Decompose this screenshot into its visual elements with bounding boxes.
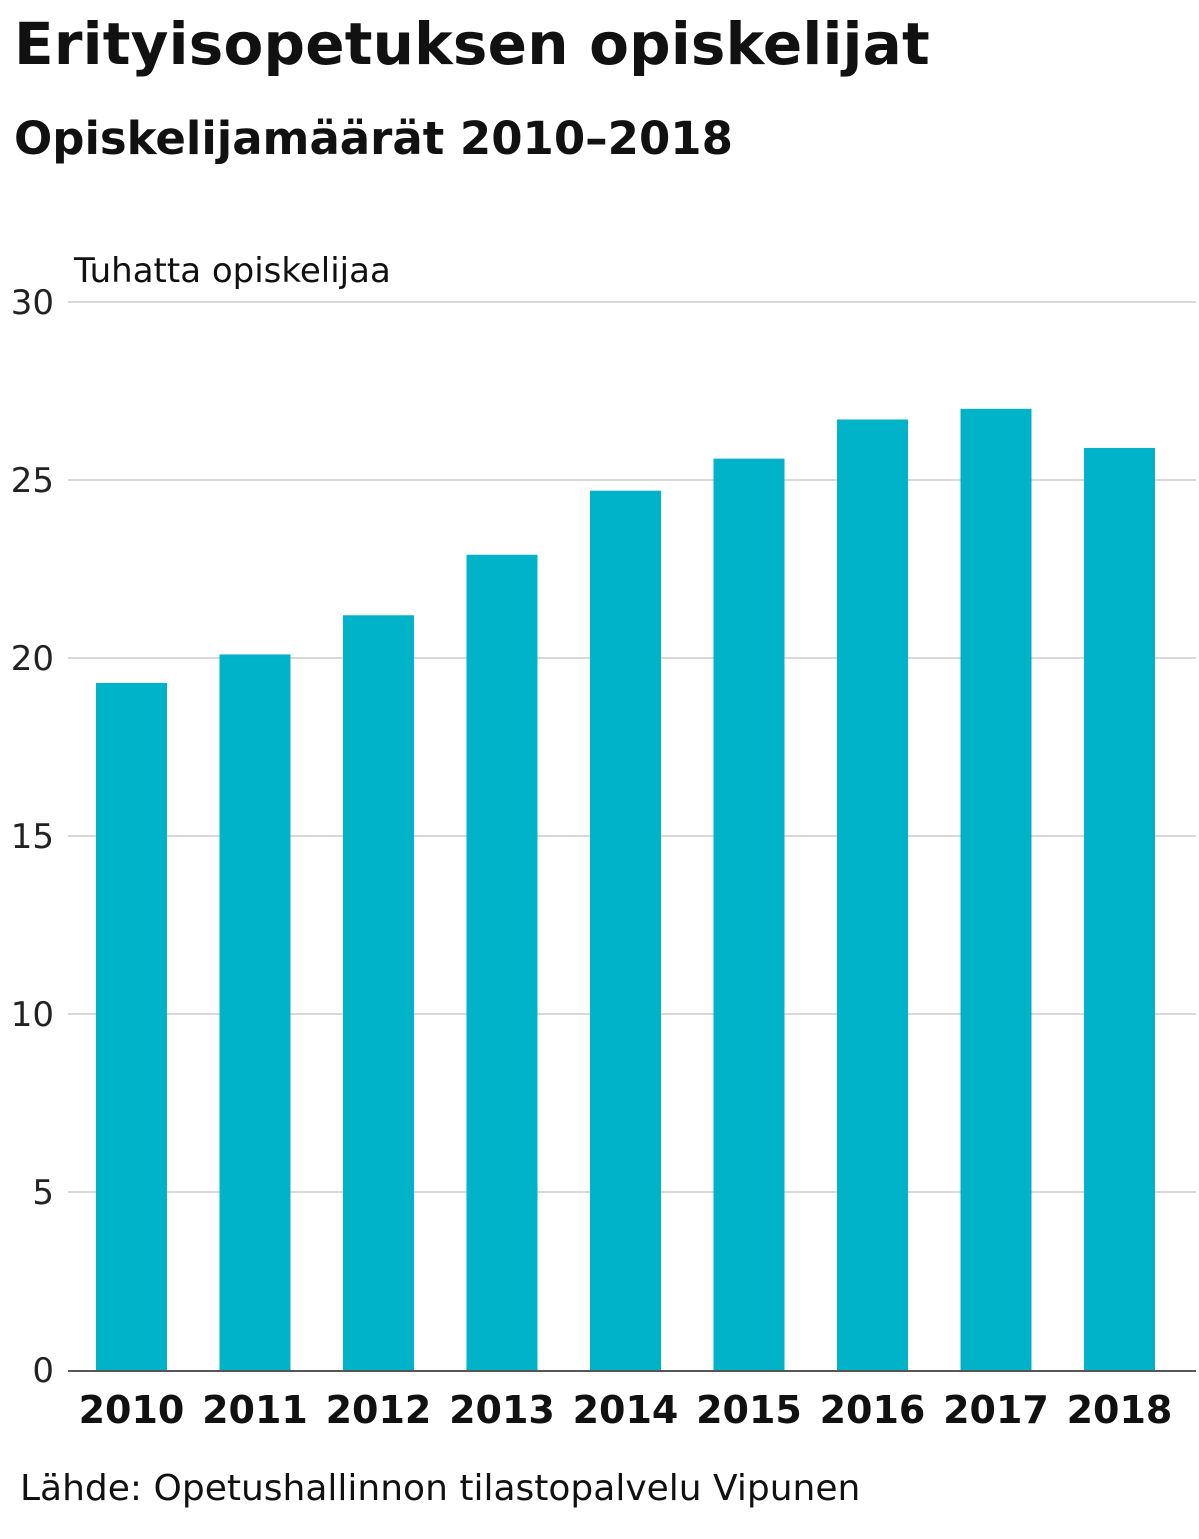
- source-note: Lähde: Opetushallinnon tilastopalvelu Vi…: [20, 1468, 861, 1509]
- chart-subtitle: Opiskelijamäärät 2010–2018: [14, 112, 733, 165]
- y-tick-label: 25: [11, 461, 54, 501]
- x-tick-label-2016: 2016: [820, 1388, 926, 1432]
- y-tick-label: 15: [11, 817, 54, 857]
- bar-2012: [343, 615, 414, 1370]
- y-tick-label: 30: [11, 283, 54, 323]
- x-tick-label-2011: 2011: [202, 1388, 308, 1432]
- y-axis-unit-label: Tuhatta opiskelijaa: [73, 251, 391, 291]
- y-tick-label: 20: [11, 639, 54, 679]
- bars: [96, 408, 1155, 1371]
- x-tick-label-2012: 2012: [326, 1388, 432, 1432]
- bar-2016: [837, 419, 908, 1371]
- bar-2011: [219, 654, 291, 1370]
- x-tick-label-2014: 2014: [573, 1388, 679, 1432]
- x-tick-label-2015: 2015: [696, 1388, 802, 1432]
- y-axis-ticks: 0 5 10 15 20 25 30: [11, 283, 54, 1391]
- bar-2015: [713, 458, 785, 1370]
- y-tick-label: 5: [32, 1173, 54, 1213]
- bar-2013: [466, 554, 538, 1370]
- x-tick-label-2018: 2018: [1067, 1388, 1173, 1432]
- bar-2018: [1084, 447, 1155, 1371]
- bar-2010: [96, 682, 167, 1370]
- x-axis-labels: 2010 2011 2012 2013 2014 2015 2016 2017 2018: [79, 1388, 1173, 1432]
- x-tick-label-2017: 2017: [943, 1388, 1049, 1432]
- y-tick-label: 0: [32, 1351, 54, 1391]
- y-tick-label: 10: [11, 995, 54, 1035]
- x-tick-label-2010: 2010: [79, 1388, 185, 1432]
- chart-title: Erityisopetuksen opiskelijat: [14, 10, 930, 78]
- bar-2017: [960, 408, 1032, 1370]
- bar-2014: [590, 490, 661, 1370]
- x-tick-label-2013: 2013: [449, 1388, 555, 1432]
